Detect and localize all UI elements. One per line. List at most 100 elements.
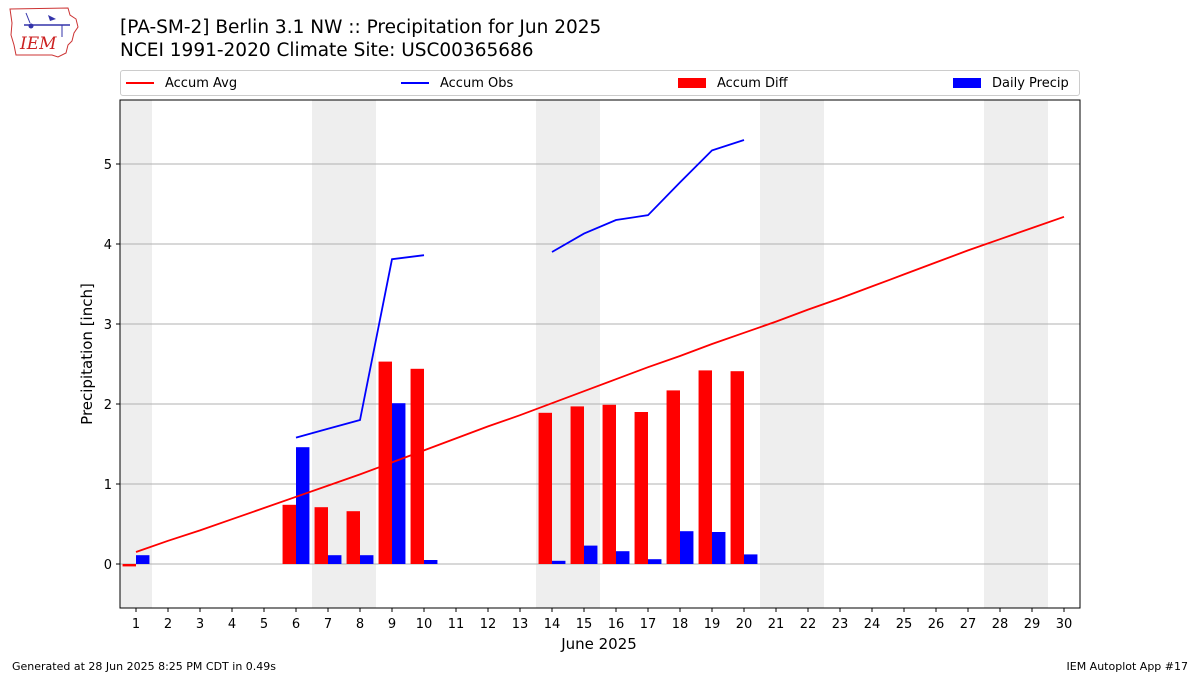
legend-item-daily-precip: Daily Precip (953, 71, 1069, 95)
y-tick-label-4: 4 (104, 238, 112, 253)
footer-app: IEM Autoplot App #17 (1066, 660, 1189, 673)
accum-diff-bar-day-1 (122, 564, 136, 567)
footer-generated: Generated at 28 Jun 2025 8:25 PM CDT in … (12, 660, 277, 673)
daily-precip-bar-day-9 (392, 403, 406, 564)
daily-precip-bar-day-19 (712, 532, 726, 564)
line-series (135, 139, 1065, 553)
accum-diff-bar-day-19 (698, 370, 712, 564)
x-tick-label-2: 2 (164, 617, 172, 632)
accum-diff-bar-day-17 (634, 412, 648, 564)
accum-diff-bar-day-14 (538, 412, 552, 564)
plot-frame (119, 99, 1081, 609)
accum-obs-line-segment-1 (295, 254, 425, 439)
accum-avg-line-segment-1 (135, 215, 1065, 553)
x-tick-label-16: 16 (608, 617, 625, 632)
chart-title: [PA-SM-2] Berlin 3.1 NW :: Precipitation… (120, 17, 602, 38)
x-tick-label-22: 22 (800, 617, 817, 632)
daily-precip-bar-day-1 (136, 555, 150, 564)
daily-precip-bar-day-7 (328, 555, 342, 564)
x-tick-label-23: 23 (832, 617, 849, 632)
chart-subtitle: NCEI 1991-2020 Climate Site: USC00365686 (120, 40, 534, 61)
x-tick-label-15: 15 (576, 617, 593, 632)
y-axis-ticks: 0 1 2 3 4 5 (104, 158, 120, 573)
x-axis-label: June 2025 (560, 635, 637, 653)
x-tick-label-9: 9 (388, 617, 396, 632)
x-tick-label-26: 26 (928, 617, 945, 632)
gridlines (120, 163, 1080, 565)
daily-precip-bar-day-8 (360, 555, 374, 564)
weekend-shade-day-28 (984, 100, 1016, 608)
x-tick-label-29: 29 (1024, 617, 1041, 632)
accum-diff-bar-day-9 (378, 361, 392, 564)
legend-label-accum-obs: Accum Obs (440, 75, 514, 91)
daily-precip-bar-day-14 (552, 560, 566, 564)
x-tick-label-18: 18 (672, 617, 689, 632)
y-tick-label-2: 2 (104, 398, 112, 413)
accum-diff-bar-day-20 (730, 371, 744, 564)
legend-item-accum-diff: Accum Diff (678, 71, 788, 95)
svg-text:IEM: IEM (19, 34, 57, 54)
daily-precip-bar-day-15 (584, 545, 598, 564)
daily-precip-bar-day-10 (424, 560, 438, 564)
weekend-shade-day-29 (1016, 100, 1048, 608)
x-tick-label-24: 24 (864, 617, 881, 632)
daily-precip-bar-day-6 (296, 447, 310, 564)
x-axis-ticks: 1 2 3 4 5 6 7 8 9 10 11 12 13 14 15 16 17 18 19 20 21 22 23 24 2… (132, 608, 1072, 632)
legend-swatch-accum-diff (678, 78, 706, 88)
x-tick-label-5: 5 (260, 617, 268, 632)
x-tick-label-14: 14 (544, 617, 561, 632)
x-tick-label-20: 20 (736, 617, 753, 632)
x-tick-label-19: 19 (704, 617, 721, 632)
y-tick-label-5: 5 (104, 158, 112, 173)
accum-diff-bar-day-7 (314, 507, 328, 564)
accum-diff-bar-day-18 (666, 390, 680, 564)
accum-diff-bar-day-16 (602, 404, 616, 564)
bar-series (122, 361, 758, 567)
x-tick-label-17: 17 (640, 617, 657, 632)
x-tick-label-13: 13 (512, 617, 529, 632)
chart-legend: Accum Avg Accum Obs Accum Diff Daily Pre… (120, 70, 1080, 96)
legend-swatch-accum-avg (126, 82, 154, 84)
y-tick-label-0: 0 (104, 558, 112, 573)
x-tick-label-3: 3 (196, 617, 204, 632)
daily-precip-bar-day-18 (680, 531, 694, 564)
x-tick-label-8: 8 (356, 617, 364, 632)
x-tick-label-30: 30 (1056, 617, 1073, 632)
accum-diff-bar-day-10 (410, 368, 424, 564)
x-tick-label-27: 27 (960, 617, 977, 632)
legend-swatch-daily-precip (953, 78, 981, 88)
accum-diff-bar-day-8 (346, 511, 360, 564)
x-tick-label-7: 7 (324, 617, 332, 632)
legend-swatch-accum-obs (401, 82, 429, 84)
x-tick-label-11: 11 (448, 617, 465, 632)
accum-diff-bar-day-15 (570, 406, 584, 564)
daily-precip-bar-day-16 (616, 551, 630, 564)
x-tick-label-6: 6 (292, 617, 300, 632)
weekend-shade-day-22 (792, 100, 824, 608)
x-tick-label-12: 12 (480, 617, 497, 632)
legend-label-accum-avg: Accum Avg (165, 75, 238, 91)
daily-precip-bar-day-20 (744, 554, 758, 564)
x-tick-label-4: 4 (228, 617, 236, 632)
y-axis-label: Precipitation [inch] (78, 283, 96, 425)
weekend-shade-day-21 (760, 100, 792, 608)
legend-label-accum-diff: Accum Diff (717, 75, 788, 91)
accum-obs-line-segment-2 (551, 139, 745, 253)
x-tick-label-25: 25 (896, 617, 913, 632)
iem-logo-graphic: IEM (9, 7, 79, 58)
iem-logo: IEM (8, 5, 80, 59)
weekend-shade-day-1 (120, 100, 152, 608)
y-tick-label-1: 1 (104, 478, 112, 493)
x-tick-label-10: 10 (416, 617, 433, 632)
legend-item-accum-obs: Accum Obs (401, 71, 513, 95)
daily-precip-bar-day-17 (648, 559, 662, 564)
plot-border (119, 99, 1081, 609)
x-tick-label-21: 21 (768, 617, 785, 632)
x-tick-label-28: 28 (992, 617, 1009, 632)
x-tick-label-1: 1 (132, 617, 140, 632)
y-tick-label-3: 3 (104, 318, 112, 333)
accum-diff-bar-day-6 (282, 504, 296, 564)
legend-item-accum-avg: Accum Avg (126, 71, 237, 95)
legend-label-daily-precip: Daily Precip (992, 75, 1069, 91)
